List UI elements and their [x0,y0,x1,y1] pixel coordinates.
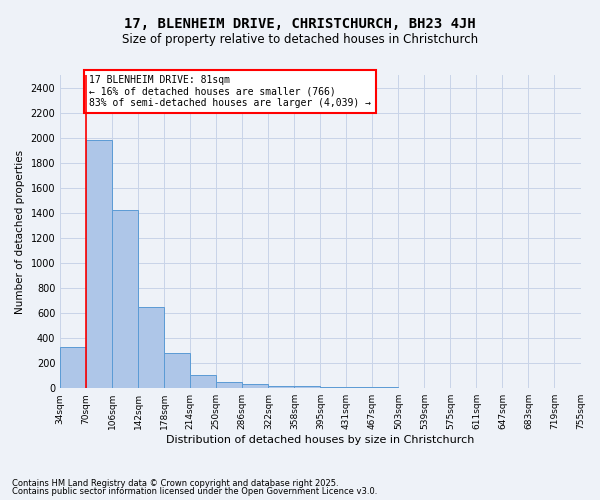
Text: 17 BLENHEIM DRIVE: 81sqm
← 16% of detached houses are smaller (766)
83% of semi-: 17 BLENHEIM DRIVE: 81sqm ← 16% of detach… [89,75,371,108]
Bar [60,348,86,388]
Bar [216,382,242,388]
Text: Contains public sector information licensed under the Open Government Licence v3: Contains public sector information licen… [12,487,377,496]
Bar [242,384,268,388]
Y-axis label: Number of detached properties: Number of detached properties [15,150,25,314]
Bar [320,387,346,388]
Text: Size of property relative to detached houses in Christchurch: Size of property relative to detached ho… [122,32,478,46]
Bar [164,352,190,388]
Bar [268,386,295,388]
Bar [190,375,216,388]
Bar [295,386,320,388]
Bar [112,210,138,388]
Bar [138,307,164,388]
X-axis label: Distribution of detached houses by size in Christchurch: Distribution of detached houses by size … [166,435,475,445]
Text: 17, BLENHEIM DRIVE, CHRISTCHURCH, BH23 4JH: 17, BLENHEIM DRIVE, CHRISTCHURCH, BH23 4… [124,18,476,32]
Text: Contains HM Land Registry data © Crown copyright and database right 2025.: Contains HM Land Registry data © Crown c… [12,478,338,488]
Bar [86,140,112,388]
Bar [346,387,373,388]
